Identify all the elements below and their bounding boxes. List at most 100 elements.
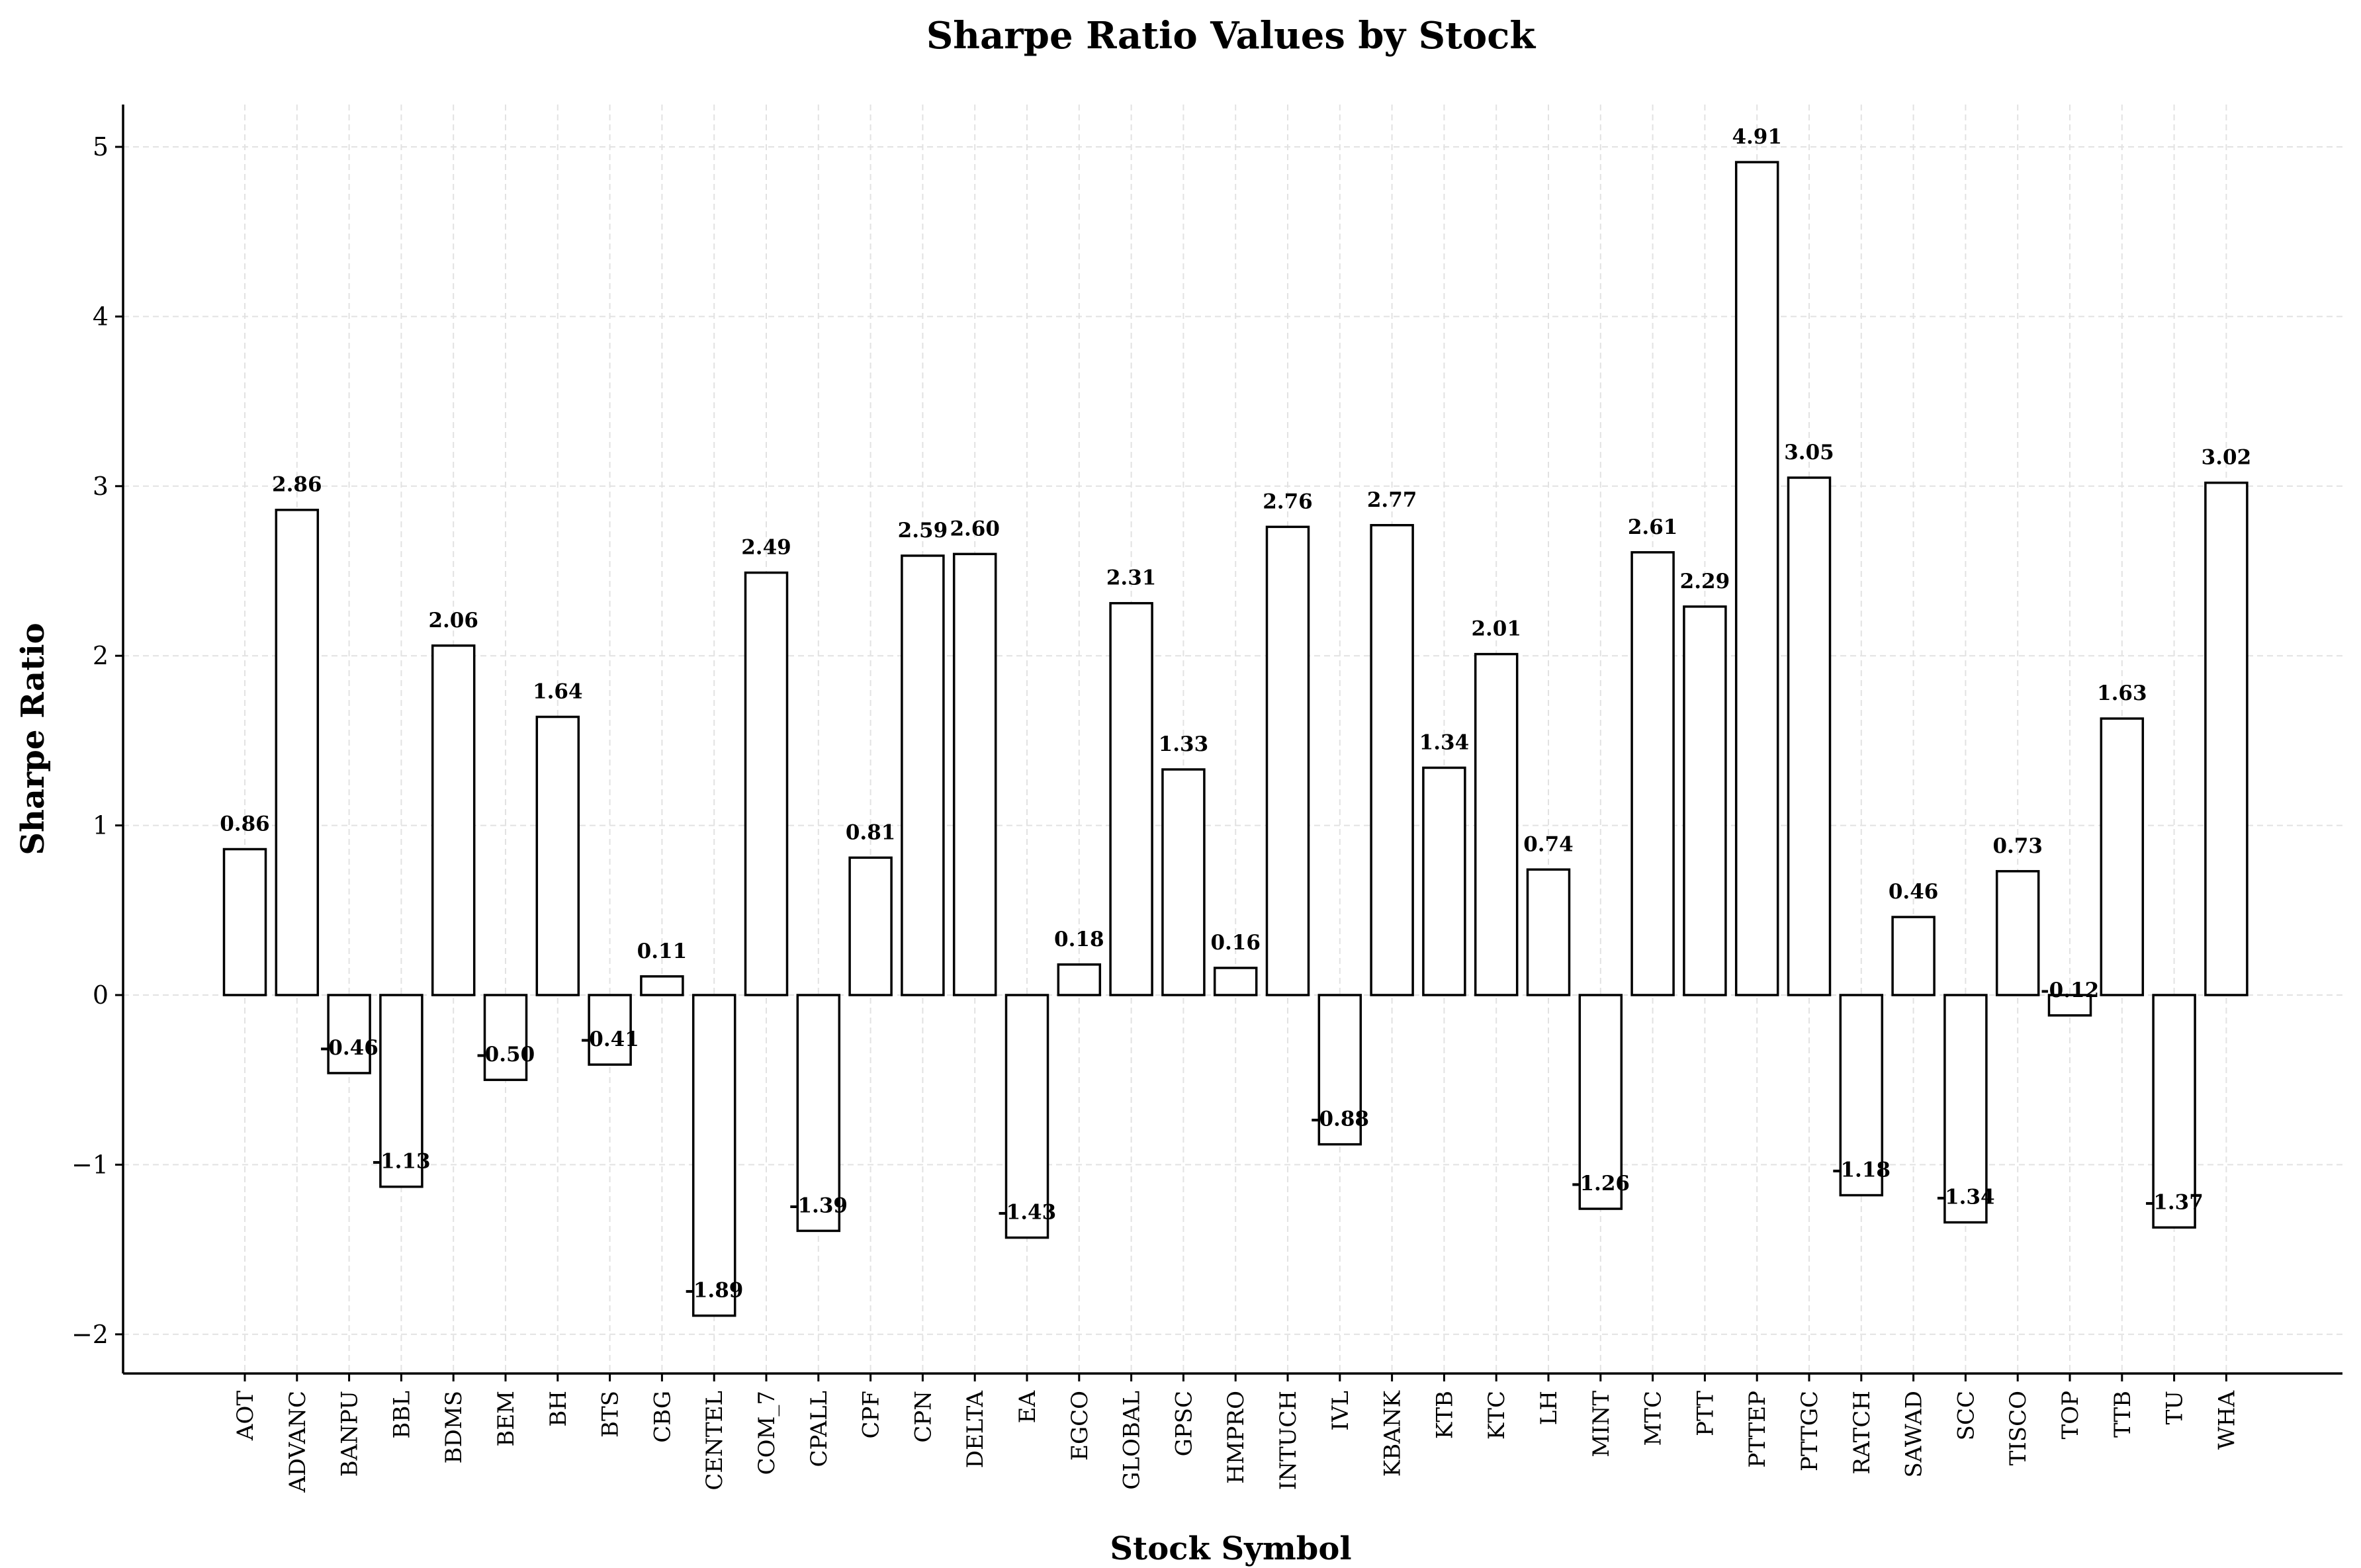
x-tick-label-ttb: TTB xyxy=(2110,1391,2136,1438)
bar-ktc xyxy=(1474,652,1519,996)
bar-bh xyxy=(535,715,580,996)
bar-advanc xyxy=(275,508,320,996)
data-label-global: 2.31 xyxy=(1106,566,1157,590)
grid-lines xyxy=(123,105,2342,1373)
x-tick-label-wha: WHA xyxy=(2213,1391,2240,1450)
x-tick-label-pttgc: PTTGC xyxy=(1797,1391,1823,1471)
bar-pttep xyxy=(1734,161,1779,996)
data-label-centel: -1.89 xyxy=(685,1279,743,1303)
data-label-mtc: 2.61 xyxy=(1628,515,1678,539)
bar-bem xyxy=(483,994,528,1081)
bar-tu xyxy=(2152,994,2196,1229)
x-tick-label-mtc: MTC xyxy=(1640,1391,1667,1446)
x-ticks: AOT ADVANC BANPU BBL BDMS BEM BH BTS CBG CENTEL CO… xyxy=(232,1373,2240,1493)
data-label-intuch: 2.76 xyxy=(1263,490,1313,513)
x-tick-label-ivl: IVL xyxy=(1327,1391,1354,1431)
data-label-bts: -0.41 xyxy=(580,1027,639,1051)
data-label-banpu: -0.46 xyxy=(320,1036,378,1060)
data-label-delta: 2.60 xyxy=(950,517,1000,541)
bar-lh xyxy=(1526,868,1571,996)
x-tick-label-kbank: KBANK xyxy=(1380,1390,1406,1477)
data-label-egco: 0.18 xyxy=(1054,928,1104,951)
bar-hmpro xyxy=(1213,967,1258,996)
bar-delta xyxy=(952,552,997,996)
data-label-ivl: -0.88 xyxy=(1311,1108,1369,1131)
x-tick-label-aot: AOT xyxy=(232,1391,259,1441)
bar-aot xyxy=(222,848,267,996)
bar-bdms xyxy=(431,644,476,996)
data-label-ktc: 2.01 xyxy=(1471,617,1521,641)
data-label-pttgc: 3.05 xyxy=(1784,441,1834,464)
x-tick-label-ktc: KTC xyxy=(1484,1391,1510,1440)
bar-mint xyxy=(1578,994,1623,1210)
x-tick-label-intuch: INTUCH xyxy=(1275,1391,1302,1490)
x-tick-label-mint: MINT xyxy=(1588,1391,1615,1458)
bar-intuch xyxy=(1265,525,1310,996)
bar-com_7 xyxy=(744,571,789,996)
bar-ttb xyxy=(2100,717,2145,996)
bar-cpall xyxy=(796,994,841,1233)
data-label-bbl: -1.13 xyxy=(372,1150,430,1174)
x-tick-label-gpsc: GPSC xyxy=(1171,1391,1197,1456)
x-tick-label-sawad: SAWAD xyxy=(1901,1391,1928,1478)
x-tick-label-tu: TU xyxy=(2162,1391,2188,1424)
y-axis-title: Sharpe Ratio xyxy=(15,623,52,855)
x-tick-label-bh: BH xyxy=(545,1391,572,1427)
y-tick-label-7: 5 xyxy=(93,132,109,161)
x-tick-label-ratch: RATCH xyxy=(1849,1391,1875,1475)
x-tick-label-hmpro: HMPRO xyxy=(1223,1391,1249,1484)
x-tick-label-lh: LH xyxy=(1536,1391,1562,1425)
bar-sawad xyxy=(1891,916,1936,996)
data-label-aot: 0.86 xyxy=(220,812,270,836)
bar-ea xyxy=(1004,994,1049,1239)
bar-wha xyxy=(2204,481,2249,996)
data-label-kbank: 2.77 xyxy=(1367,488,1417,512)
bar-bbl xyxy=(379,994,423,1188)
y-tick-label-3: 1 xyxy=(93,811,109,840)
bar-bts xyxy=(588,994,632,1066)
x-tick-label-ea: EA xyxy=(1014,1391,1041,1424)
data-label-ttb: 1.63 xyxy=(2097,681,2147,705)
bar-ratch xyxy=(1839,994,1884,1197)
x-tick-label-bem: BEM xyxy=(493,1391,519,1447)
data-label-top: -0.12 xyxy=(2041,979,2099,1002)
bar-gpsc xyxy=(1161,768,1206,996)
x-tick-label-tisco: TISCO xyxy=(2005,1391,2031,1465)
x-tick-label-delta: DELTA xyxy=(962,1391,989,1469)
data-label-cbg: 0.11 xyxy=(637,939,688,963)
x-tick-label-ktb: KTB xyxy=(1431,1391,1458,1439)
x-tick-label-top: TOP xyxy=(2057,1391,2084,1439)
data-label-scc: -1.34 xyxy=(1936,1186,1994,1209)
bar-scc xyxy=(1943,994,1988,1224)
bar-ptt xyxy=(1683,605,1727,996)
x-tick-label-banpu: BANPU xyxy=(337,1391,363,1477)
x-axis-title: Stock Symbol xyxy=(1110,1530,1351,1567)
x-tick-label-cpf: CPF xyxy=(858,1391,885,1438)
bars xyxy=(222,161,2249,1317)
data-label-tu: -1.37 xyxy=(2145,1190,2203,1214)
bar-ktb xyxy=(1422,766,1466,996)
data-label-ratch: -1.18 xyxy=(1832,1158,1891,1182)
bar-ivl xyxy=(1317,994,1362,1146)
x-tick-label-pttep: PTTEP xyxy=(1744,1391,1771,1468)
bar-banpu xyxy=(327,994,371,1074)
bar-tisco xyxy=(1995,870,2040,996)
y-tick-label-4: 2 xyxy=(93,641,109,670)
x-tick-label-cbg: CBG xyxy=(649,1391,676,1443)
data-label-ea: -1.43 xyxy=(998,1201,1056,1225)
bar-global xyxy=(1109,601,1153,996)
x-tick-label-cpall: CPALL xyxy=(806,1391,832,1467)
data-label-lh: 0.74 xyxy=(1523,832,1574,856)
data-label-mint: -1.26 xyxy=(1572,1172,1630,1196)
y-tick-label-2: 0 xyxy=(93,980,109,1010)
bar-pttgc xyxy=(1787,476,1832,996)
data-label-wha: 3.02 xyxy=(2202,446,2252,470)
data-label-hmpro: 0.16 xyxy=(1210,931,1261,955)
bar-cpf xyxy=(848,856,893,996)
y-tick-label-1: −1 xyxy=(71,1150,109,1179)
data-label-ktb: 1.34 xyxy=(1419,730,1470,754)
x-tick-label-egco: EGCO xyxy=(1067,1391,1093,1461)
data-label-cpall: -1.39 xyxy=(789,1194,848,1217)
bar-mtc xyxy=(1630,551,1675,996)
data-label-bdms: 2.06 xyxy=(428,609,478,632)
